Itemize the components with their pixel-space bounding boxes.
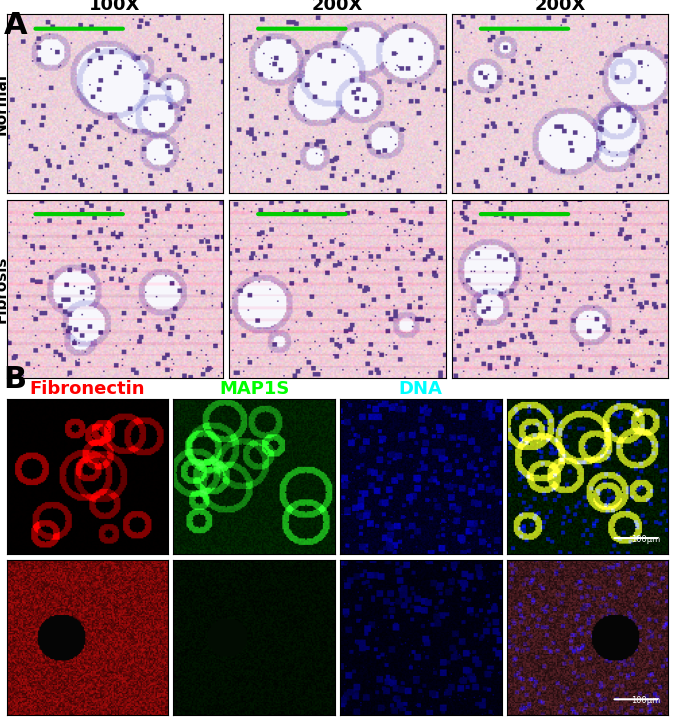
Text: B: B: [3, 365, 26, 393]
Title: 200X: 200X: [312, 0, 363, 14]
Title: Merge: Merge: [556, 380, 620, 399]
Title: 100X: 100X: [89, 0, 140, 14]
Text: 100μm: 100μm: [631, 697, 660, 705]
Y-axis label: Fibrosis: Fibrosis: [0, 256, 9, 323]
Y-axis label: Fibrosis: Fibrosis: [0, 604, 9, 671]
Title: DNA: DNA: [399, 380, 443, 399]
Text: A: A: [3, 11, 27, 40]
Title: MAP1S: MAP1S: [219, 380, 290, 399]
Title: Fibronectin: Fibronectin: [30, 380, 145, 399]
Y-axis label: Normal: Normal: [0, 445, 9, 507]
Title: 200X: 200X: [535, 0, 586, 14]
Y-axis label: Normal: Normal: [0, 73, 9, 134]
Text: 100μm: 100μm: [631, 535, 660, 544]
